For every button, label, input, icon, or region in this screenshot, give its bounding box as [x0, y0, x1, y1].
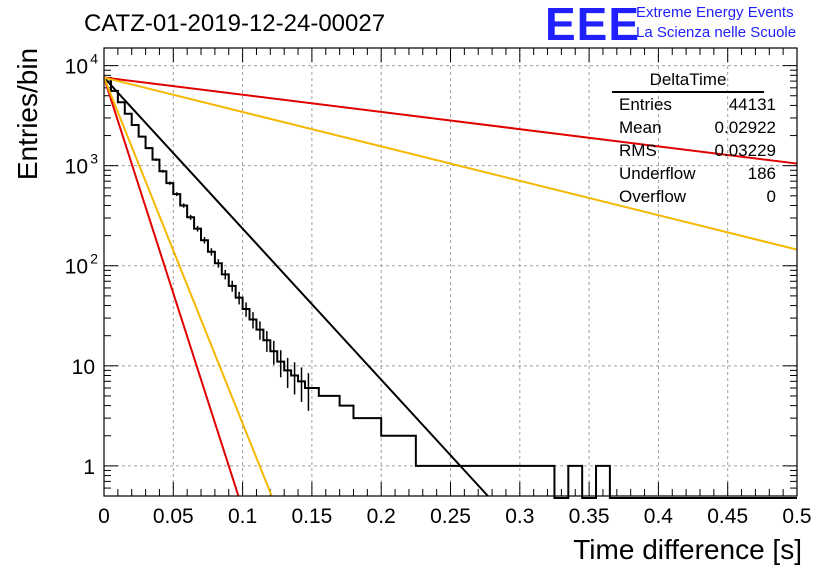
x-axis-label: Time difference [s] [573, 534, 802, 565]
eee-logo: EEE [545, 0, 641, 50]
y-axis-label: Entries/bin [12, 47, 43, 181]
y-tick-label: 1 [83, 456, 95, 479]
x-tick-label: 0.3 [505, 505, 534, 528]
plot-frame [103, 47, 798, 497]
y-tick-label: 10 [65, 56, 88, 79]
y-tick-label: 10 [72, 356, 95, 379]
x-tick-label: 0.25 [430, 505, 471, 528]
chart-title: CATZ-01-2019-12-24-00027 [84, 10, 386, 37]
stats-row: Overflow 0 [612, 185, 776, 208]
stats-label: Mean [619, 118, 662, 137]
stats-title: DeltaTime [612, 70, 764, 93]
stats-value: 186 [747, 164, 776, 183]
stats-label: Overflow [619, 187, 687, 206]
y-tick-exponent: 2 [90, 251, 98, 267]
x-tick-label: 0.2 [367, 505, 396, 528]
stats-value: 0 [766, 187, 776, 206]
x-tick-label: 0.5 [782, 505, 811, 528]
y-tick-label: 10 [65, 156, 88, 179]
stats-value: 0.03229 [714, 141, 776, 160]
series-line-2 [103, 77, 273, 497]
stats-value: 44131 [728, 95, 776, 114]
y-tick-label: 10 [65, 256, 88, 279]
x-tick-label: 0 [98, 505, 110, 528]
stats-row: Entries 44131 [612, 93, 776, 116]
stats-row: Underflow 186 [612, 162, 776, 185]
logo-caption: Extreme Energy Events La Scienza nelle S… [636, 3, 796, 43]
x-tick-label: 0.05 [153, 505, 194, 528]
histogram-line [104, 77, 797, 499]
x-tick-label: 0.45 [707, 505, 748, 528]
stats-label: RMS [619, 141, 657, 160]
x-tick-label: 0.15 [291, 505, 332, 528]
stats-row: RMS 0.03229 [612, 139, 776, 162]
stats-label: Underflow [619, 164, 696, 183]
stats-box: DeltaTime Entries 44131 Mean 0.02922 RMS 0.… [612, 70, 782, 208]
series-line-3 [103, 76, 798, 165]
stats-value: 0.02922 [714, 118, 776, 137]
x-tick-label: 0.1 [228, 505, 257, 528]
y-tick-exponent: 4 [90, 51, 98, 67]
x-tick-label: 0.35 [569, 505, 610, 528]
logo-line-2: La Scienza nelle Scuole [636, 24, 797, 41]
stats-row: Mean 0.02922 [612, 116, 776, 139]
x-tick-label: 0.4 [644, 505, 674, 528]
logo-line-1: Extreme Energy Events [636, 4, 794, 21]
series-line-0 [103, 76, 489, 497]
series-line-4 [103, 76, 798, 251]
stats-label: Entries [619, 95, 672, 114]
y-tick-exponent: 3 [90, 151, 98, 167]
series-line-1 [103, 77, 240, 497]
